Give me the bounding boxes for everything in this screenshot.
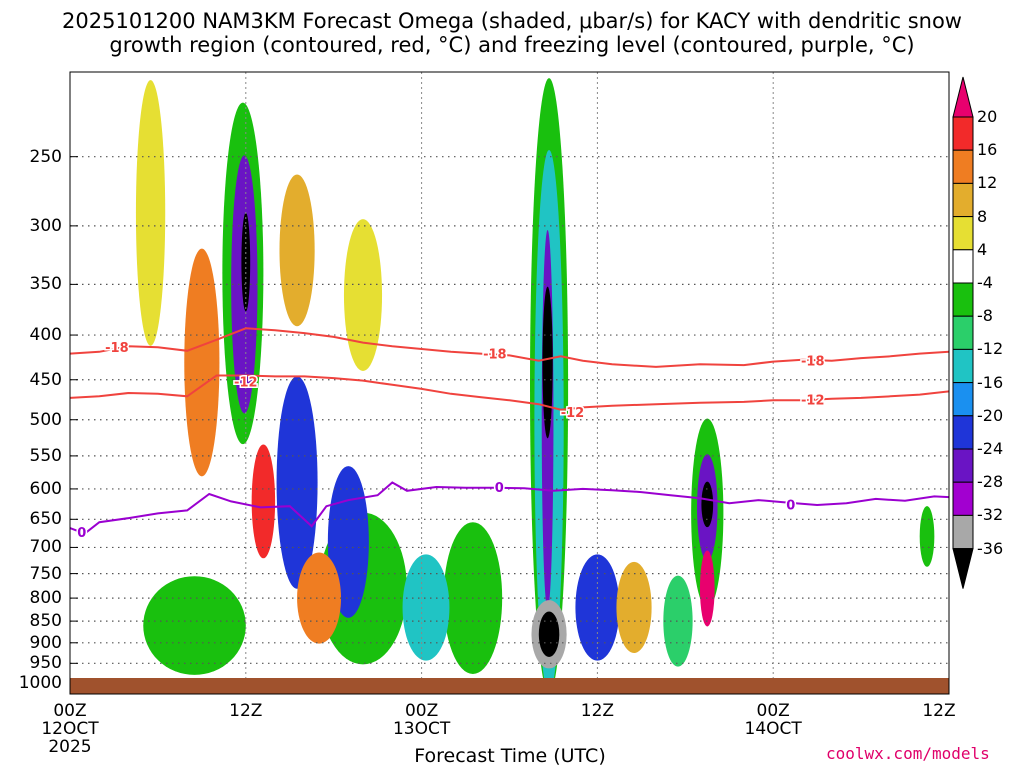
x-tick-label: 00Z <box>404 701 439 721</box>
omega-feature <box>279 174 315 327</box>
y-tick-label: 850 <box>29 611 62 632</box>
contour-label: 0 <box>495 481 504 496</box>
contour-label: -12 <box>561 406 585 421</box>
omega-feature <box>276 376 318 589</box>
x-axis-title: Forecast Time (UTC) <box>414 745 606 767</box>
x-tick-label: 12Z <box>229 701 263 721</box>
y-tick-label: 400 <box>29 325 62 346</box>
omega-feature <box>297 552 342 644</box>
omega-feature <box>135 80 166 346</box>
temperature-contours: -18 -12 -18 -12 -18 -12 0 0 0 <box>70 327 949 542</box>
y-tick-label: 700 <box>29 537 62 558</box>
y-tick-label: 800 <box>29 588 62 609</box>
x-tick-label: 12Z <box>580 701 615 721</box>
colorbar-swatch <box>952 282 974 317</box>
colorbar-label: 8 <box>977 206 988 226</box>
contour-label: -18 <box>483 348 507 363</box>
y-tick-label: 950 <box>29 653 62 674</box>
omega-feature <box>542 286 553 439</box>
y-tick-label: 450 <box>29 369 62 390</box>
colorbar-swatch <box>952 216 974 251</box>
dgz-contour <box>70 327 949 368</box>
y-tick-label: 300 <box>29 215 62 236</box>
x-tick-label: 12Z <box>922 701 956 721</box>
colorbar-bottom-arrow <box>952 548 974 589</box>
colorbar-swatch <box>952 149 974 184</box>
omega-feature <box>538 611 560 658</box>
colorbar-swatch <box>952 182 974 218</box>
colorbar-label: -28 <box>977 472 1004 492</box>
x-tick-label: 12OCT <box>41 719 99 739</box>
colorbar-label: -20 <box>977 405 1004 425</box>
omega-feature <box>919 506 935 567</box>
omega-feature <box>699 550 715 627</box>
x-tick-label: 00Z <box>756 701 790 721</box>
colorbar-swatch <box>952 348 974 384</box>
colorbar-label: -16 <box>977 372 1004 392</box>
colorbar-swatch <box>952 415 974 450</box>
y-tick-label: 600 <box>29 478 62 499</box>
colorbar-swatch <box>952 382 974 417</box>
plot-frame <box>69 71 950 695</box>
y-tick-label: 350 <box>29 274 62 295</box>
credit-link[interactable]: coolwx.com/models <box>826 744 990 763</box>
omega-feature <box>616 561 652 654</box>
y-tick-label: 900 <box>29 632 62 653</box>
colorbar-swatch <box>952 116 974 151</box>
y-tick-label: 550 <box>29 445 62 466</box>
y-tick-label: 750 <box>29 563 62 584</box>
colorbar-swatch <box>952 249 974 284</box>
colorbar-top-arrow <box>952 76 974 118</box>
colorbar-label: -4 <box>977 273 993 292</box>
contour-label: -12 <box>234 375 258 390</box>
contour-label: -18 <box>801 355 825 370</box>
contour-label: -12 <box>801 393 825 408</box>
colorbar-swatch <box>952 315 974 350</box>
y-tick-label: 250 <box>29 146 62 167</box>
contour-label: 0 <box>786 498 795 513</box>
omega-feature <box>701 481 714 528</box>
x-tick-label: 2025 <box>48 737 92 757</box>
omega-shading <box>135 78 935 694</box>
colorbar-label: -32 <box>977 505 1004 525</box>
colorbar-label: -24 <box>977 439 1004 458</box>
y-tick-label: 500 <box>29 409 62 430</box>
x-tick-label: 00Z <box>53 701 87 721</box>
omega-feature <box>402 554 450 661</box>
contour-label: 0 <box>77 526 86 541</box>
plot-grid <box>69 72 950 694</box>
ground-surface <box>70 678 949 694</box>
colorbar-label: -36 <box>977 538 1004 558</box>
colorbar <box>952 76 974 589</box>
y-tick-label: 650 <box>29 509 62 530</box>
colorbar-swatch <box>952 481 974 516</box>
colorbar-swatch <box>952 514 974 550</box>
colorbar-label: 12 <box>977 173 998 193</box>
omega-feature <box>343 219 383 371</box>
colorbar-label: 20 <box>977 107 998 126</box>
colorbar-swatch <box>952 448 974 483</box>
y-tick-label: 1000 <box>18 672 62 693</box>
colorbar-label: 4 <box>977 239 988 259</box>
chart-title-line-2: growth region (contoured, red, °C) and f… <box>109 33 915 57</box>
freezing-level-contour <box>70 481 949 535</box>
x-tick-label: 13OCT <box>392 719 451 739</box>
colorbar-label: 16 <box>977 140 998 160</box>
omega-feature <box>184 248 220 477</box>
chart-title-line-1: 2025101200 NAM3KM Forecast Omega (shaded… <box>62 9 962 33</box>
colorbar-label: -8 <box>977 306 993 326</box>
colorbar-label: -12 <box>977 339 1004 359</box>
contour-label: -18 <box>105 341 129 356</box>
omega-feature <box>251 444 276 559</box>
x-tick-label: 14OCT <box>744 719 802 739</box>
dgz-contour <box>70 374 949 411</box>
omega-feature <box>143 576 246 675</box>
